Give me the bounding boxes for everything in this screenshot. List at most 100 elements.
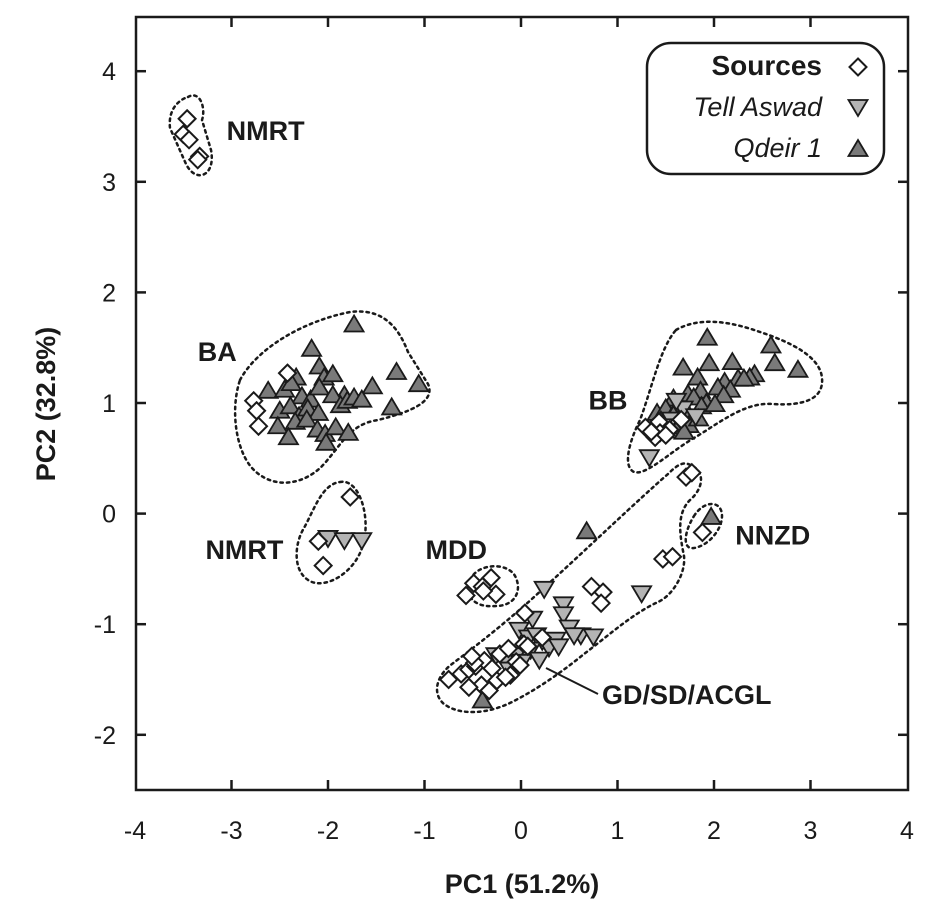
data-point-qdeir-1	[257, 380, 280, 399]
x-tick-label: -4	[124, 817, 146, 845]
data-point-qdeir-1	[279, 395, 302, 415]
data-point-tell-aswad	[552, 596, 575, 616]
cluster-outline-ba	[233, 310, 431, 484]
data-point-qdeir-1	[350, 388, 373, 408]
data-point-sources	[692, 522, 713, 543]
legend-entry-tell-aswad: Tell Aswad	[693, 92, 823, 122]
data-point-qdeir-1	[575, 520, 598, 540]
data-point-sources	[641, 421, 662, 442]
data-point-sources	[473, 581, 494, 601]
data-points	[173, 108, 810, 709]
cluster-outlines	[168, 94, 824, 714]
data-point-sources	[495, 667, 516, 688]
data-point-qdeir-1	[763, 352, 786, 372]
data-point-sources	[517, 636, 538, 657]
legend: Sources Tell Aswad Qdeir 1	[645, 41, 886, 176]
data-point-sources	[187, 149, 208, 170]
data-point-sources	[179, 129, 199, 150]
data-point-tell-aswad	[684, 408, 707, 428]
x-tick-label: 4	[900, 817, 914, 845]
legend-marker-sources	[848, 57, 868, 77]
data-point-qdeir-1	[337, 422, 360, 441]
y-tick-label: -1	[94, 611, 116, 639]
data-point-sources	[481, 567, 501, 588]
data-point-tell-aswad	[638, 449, 661, 468]
x-tick-label: 2	[707, 817, 721, 845]
cluster-outline-nmrt-top	[168, 94, 214, 177]
data-point-qdeir-1	[673, 420, 696, 440]
cluster-outline-bb	[626, 320, 824, 474]
group-label-bb: BB	[589, 386, 628, 416]
data-point-qdeir-1	[300, 338, 323, 357]
x-tick-label: -1	[413, 817, 435, 845]
group-label-nmrt: NMRT	[227, 116, 305, 146]
data-point-sources	[498, 638, 519, 659]
cluster-outline-mdd	[467, 565, 520, 608]
legend-marker-qdeir-1	[846, 138, 870, 157]
data-point-sources	[313, 555, 334, 576]
data-point-sources	[277, 363, 298, 384]
legend-box	[645, 41, 886, 176]
data-point-sources	[461, 646, 482, 667]
data-point-sources	[532, 627, 553, 648]
data-point-sources	[177, 108, 198, 129]
y-axis-title: PC2 (32.8%)	[31, 327, 61, 482]
x-tick-label: -3	[220, 817, 242, 845]
x-tick-label: 3	[804, 817, 818, 845]
data-point-qdeir-1	[696, 326, 719, 346]
gd-sd-acgl-leader-line	[545, 667, 599, 695]
data-point-sources	[671, 409, 692, 430]
x-axis-title: PC1 (51.2%)	[445, 869, 600, 899]
group-label-nnzd: NNZD	[735, 521, 810, 551]
data-point-qdeir-1	[295, 408, 318, 428]
data-point-sources	[662, 546, 683, 567]
data-point-tell-aswad	[665, 392, 688, 412]
data-point-sources	[458, 677, 479, 698]
cluster-outline-gd-sd-acgl	[435, 462, 703, 714]
data-point-qdeir-1	[732, 367, 755, 387]
y-tick-label: 2	[102, 279, 116, 307]
data-point-sources	[308, 531, 329, 552]
data-point-qdeir-1	[380, 396, 403, 416]
data-point-qdeir-1	[266, 415, 289, 435]
y-tick-label: 4	[102, 58, 116, 86]
data-point-qdeir-1	[686, 366, 709, 386]
data-point-qdeir-1	[314, 432, 338, 451]
cluster-outline-nmrt-mid	[295, 480, 367, 585]
legend-entry-qdeir-1: Qdeir 1	[733, 133, 822, 163]
data-point-tell-aswad	[350, 532, 373, 551]
group-label-gd-sd-acgl: GD/SD/ACGL	[602, 680, 772, 710]
data-point-qdeir-1	[307, 402, 330, 421]
data-point-qdeir-1	[342, 313, 366, 333]
data-point-qdeir-1	[759, 334, 783, 354]
plot-area	[168, 94, 824, 714]
axis-ticks: -4 -3 -2 -1 0 1 2 3 4 -2 -1 0 1 2 3 4	[94, 17, 914, 845]
data-point-qdeir-1	[321, 384, 344, 404]
data-point-qdeir-1	[712, 384, 735, 404]
data-point-tell-aswad	[582, 628, 605, 648]
data-point-qdeir-1	[700, 506, 723, 525]
data-point-qdeir-1	[324, 416, 347, 436]
data-point-tell-aswad	[333, 532, 356, 551]
x-tick-label: -2	[317, 817, 339, 845]
x-tick-label: 0	[514, 817, 528, 845]
data-point-tell-aswad	[533, 580, 556, 600]
data-point-sources	[510, 655, 530, 676]
group-label-ba: BA	[198, 337, 237, 367]
data-point-tell-aswad	[562, 627, 586, 647]
group-label-mdd: MDD	[425, 535, 487, 565]
data-point-sources	[456, 585, 476, 606]
y-tick-label: 3	[102, 169, 116, 197]
data-point-qdeir-1	[361, 375, 384, 395]
y-tick-label: -2	[94, 722, 116, 750]
data-point-tell-aswad	[547, 638, 570, 658]
cluster-outline-nnzd	[684, 502, 724, 550]
legend-markers	[846, 57, 870, 157]
data-point-qdeir-1	[321, 363, 344, 383]
legend-title: Sources	[712, 50, 823, 81]
y-tick-label: 0	[102, 501, 116, 529]
data-point-sources	[591, 593, 612, 614]
group-label-nmrt: NMRT	[205, 535, 283, 565]
data-point-qdeir-1	[277, 426, 300, 446]
